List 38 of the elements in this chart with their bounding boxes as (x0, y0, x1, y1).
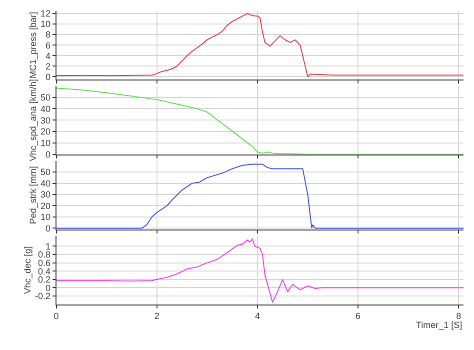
y-tick-label: 0 (45, 223, 50, 234)
y-tick-label: 10 (40, 212, 50, 222)
x-axis-title: Timer_1 [S] (416, 320, 462, 330)
y-tick-label: 2 (45, 61, 50, 72)
y-tick-label: 50 (40, 92, 50, 102)
y-tick-label: 0.4 (38, 266, 50, 276)
x-tick-label: 2 (154, 311, 160, 322)
y-tick-label: 0 (45, 149, 50, 160)
y-tick-label: 30 (40, 115, 50, 126)
y-axis-title: MC1_press [bar] (28, 12, 38, 78)
x-tick-label: 6 (356, 311, 361, 322)
y-tick-label: 12 (40, 8, 50, 19)
y-tick-label: 6 (45, 40, 50, 50)
y-tick-label: 8 (45, 30, 50, 40)
line-series (56, 13, 464, 78)
y-axis-title: Ped_strk [mm] (28, 166, 38, 224)
y-tick-label: 30 (40, 190, 50, 200)
y-tick-label: 0.8 (38, 250, 50, 260)
y-tick-label: 0 (45, 72, 50, 82)
y-tick-label: 10 (40, 138, 50, 148)
x-tick-label: 0 (54, 311, 59, 322)
y-tick-label: -0.2 (34, 291, 50, 302)
y-tick-label: 10 (40, 19, 50, 30)
y-axis-title: Vhc_dec [g] (22, 246, 32, 294)
x-tick-label: 4 (254, 311, 260, 322)
y-tick-label: 20 (40, 126, 50, 137)
y-tick-label: 20 (40, 200, 50, 211)
y-tick-label: 4 (45, 50, 50, 61)
y-tick-label: 0.6 (38, 258, 50, 268)
y-tick-label: 0.2 (38, 274, 50, 285)
y-axis-title: Vhc_spd_ana [km/h] (28, 79, 38, 162)
y-tick-label: 1 (45, 241, 50, 252)
line-series (56, 238, 464, 303)
y-tick-label: 0 (45, 282, 50, 293)
y-tick-label: 50 (40, 167, 50, 178)
x-tick-label: 8 (456, 311, 462, 322)
y-tick-label: 40 (40, 178, 50, 188)
y-tick-label: 40 (40, 104, 50, 114)
